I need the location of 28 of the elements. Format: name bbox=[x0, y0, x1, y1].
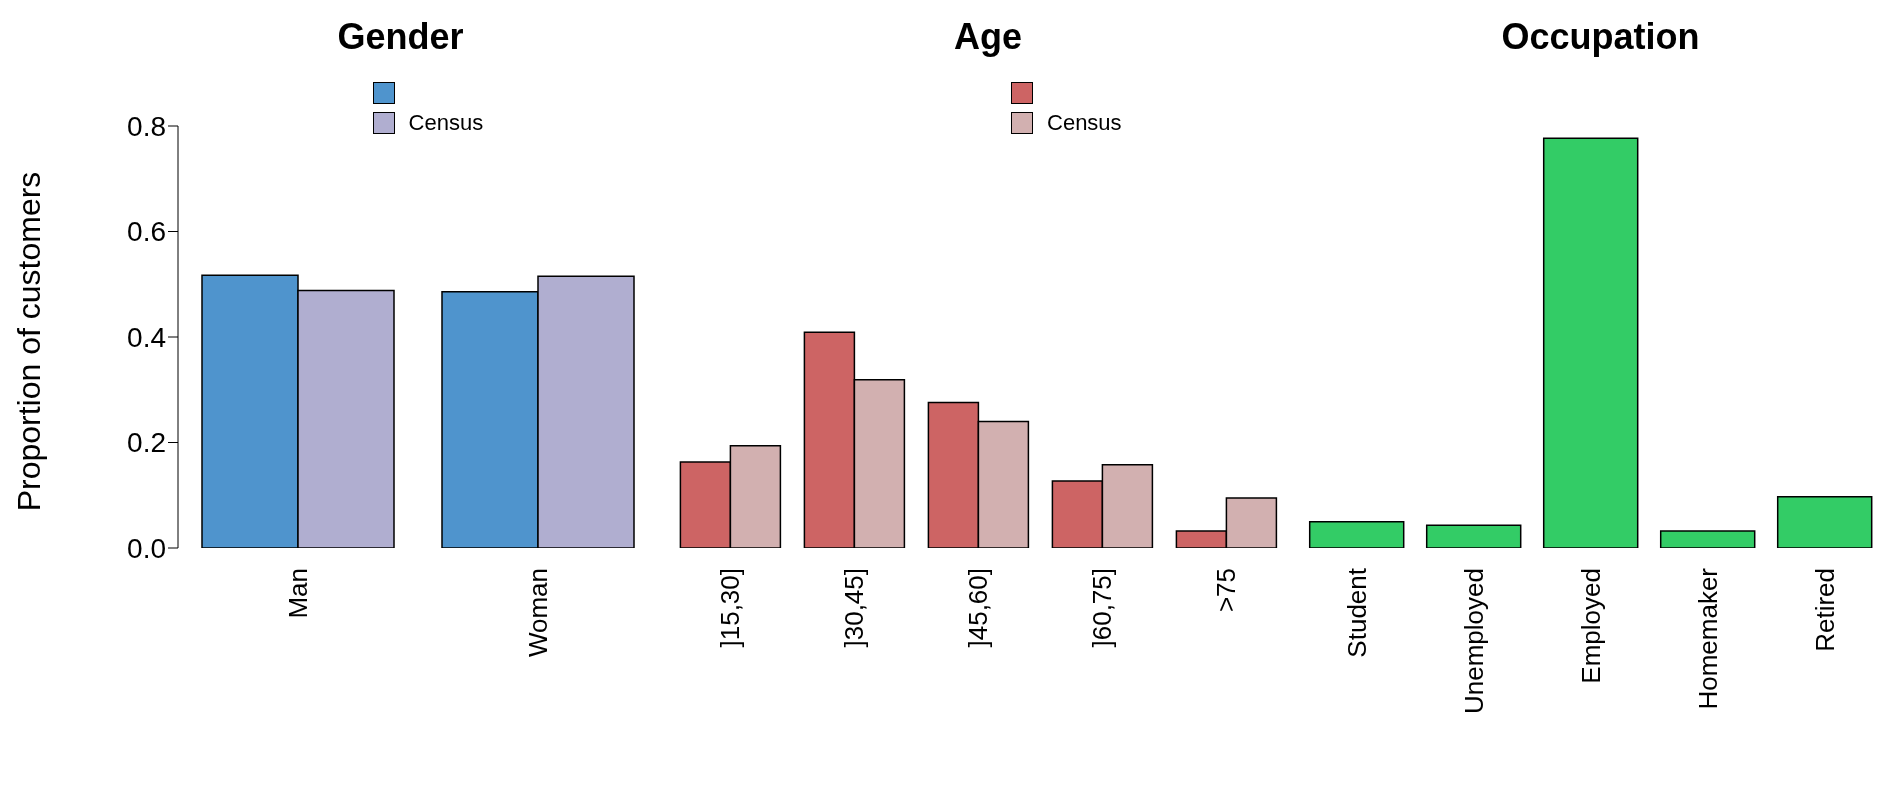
x-tick-label: Retired bbox=[1809, 568, 1840, 652]
x-tick-label: ]60,75] bbox=[1087, 568, 1117, 648]
x-tick-label: ]45,60] bbox=[963, 568, 993, 648]
x-tick-label: ]30,45] bbox=[839, 568, 869, 648]
bar bbox=[1308, 520, 1405, 548]
x-tick-label: ]15,30] bbox=[715, 568, 745, 648]
x-tick-label: Employed bbox=[1575, 568, 1606, 684]
x-tick-label: Homemaker bbox=[1692, 567, 1723, 710]
y-axis-title: Proportion of customers bbox=[11, 171, 49, 511]
legend-label: Census bbox=[408, 110, 484, 136]
legend-label: Census bbox=[1047, 110, 1122, 136]
y-tick-label: 0.8 bbox=[127, 110, 166, 142]
bar bbox=[1542, 137, 1639, 548]
x-tick-label: Student bbox=[1341, 567, 1372, 658]
bar bbox=[1776, 496, 1873, 548]
y-tick-label: 0.6 bbox=[127, 216, 166, 248]
x-tick-label: Man bbox=[283, 568, 313, 619]
y-tick-label: 0.0 bbox=[127, 532, 166, 564]
x-tick-label: Woman bbox=[523, 568, 553, 658]
chart-title: Age bbox=[953, 16, 1023, 58]
x-tick-label: >75 bbox=[1211, 568, 1241, 613]
chart-title: Occupation bbox=[1500, 16, 1701, 58]
bar bbox=[1425, 524, 1522, 548]
bar bbox=[1659, 530, 1756, 548]
y-tick-label: 0.2 bbox=[127, 427, 166, 459]
x-tick-label: Unemployed bbox=[1458, 568, 1489, 714]
y-tick-label: 0.4 bbox=[127, 321, 166, 353]
chart-title: Gender bbox=[336, 16, 465, 58]
